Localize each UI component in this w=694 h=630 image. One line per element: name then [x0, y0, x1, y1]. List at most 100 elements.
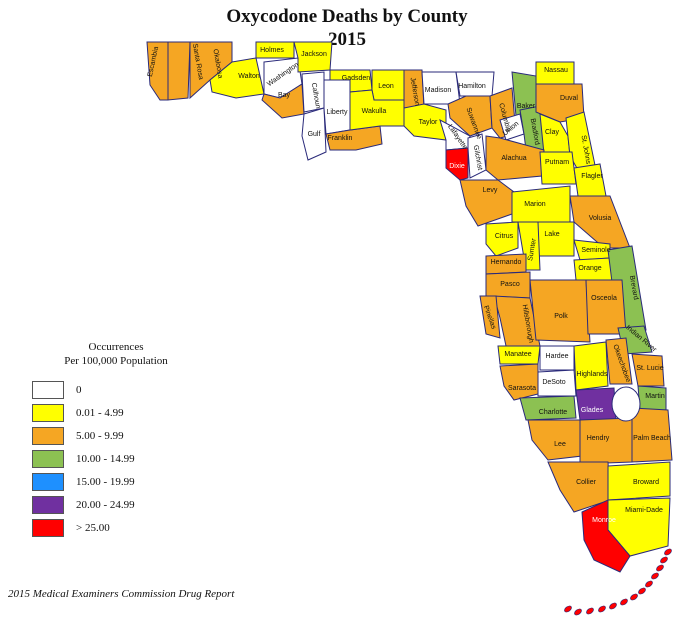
county-label-broward: Broward: [633, 479, 659, 486]
county-label-hamilton: Hamilton: [458, 83, 486, 90]
county-sarasota: [499, 363, 539, 401]
county-label-desoto: DeSoto: [542, 379, 565, 386]
legend-swatch: [32, 404, 64, 422]
county-label-bradford: Bradford: [529, 118, 541, 146]
county-putnam: [539, 151, 577, 185]
county-polk: [529, 279, 591, 343]
county-label-marion: Marion: [524, 201, 546, 208]
county-label-martin: Martin: [645, 393, 665, 400]
map-year: 2015: [328, 29, 366, 50]
legend-swatch: [32, 496, 64, 514]
legend-label: 20.00 - 24.99: [76, 499, 135, 511]
county-label-orange: Orange: [578, 265, 601, 272]
legend-item: > 25.00: [32, 518, 110, 538]
county-label-putnam: Putnam: [545, 159, 569, 166]
county-label-sarasota: Sarasota: [508, 385, 536, 392]
florida-keys-island: [664, 548, 672, 556]
county-label-seminole: Seminole: [581, 247, 610, 254]
legend-swatch: [32, 519, 64, 537]
county-label-franklin: Franklin: [328, 135, 353, 142]
florida-keys-island: [645, 580, 653, 588]
county-highlands: [573, 341, 609, 391]
legend-item: 10.00 - 14.99: [32, 449, 135, 469]
county-label-manatee: Manatee: [504, 351, 531, 358]
county-label-volusia: Volusia: [589, 215, 612, 222]
county-okeechobee: [605, 337, 633, 385]
county-escambia: [146, 41, 169, 101]
county-label-taylor: Taylor: [419, 119, 438, 126]
florida-keys-island: [638, 587, 646, 595]
legend-swatch: [32, 473, 64, 491]
county-label-gilchrist: Gilchrist: [472, 145, 483, 171]
county-label-hardee: Hardee: [546, 353, 569, 360]
county-label-lee: Lee: [554, 441, 566, 448]
county-label-nassau: Nassau: [544, 67, 568, 74]
county-monroe: [581, 499, 631, 573]
legend-swatch: [32, 450, 64, 468]
county-pinellas: [479, 295, 501, 339]
county-label-wakulla: Wakulla: [362, 108, 387, 115]
florida-keys-island: [564, 605, 572, 613]
county-palm-beach: [631, 407, 673, 463]
florida-keys-island: [656, 564, 664, 572]
florida-keys-island: [651, 572, 659, 580]
county-broward: [607, 461, 671, 501]
county-label-lake: Lake: [544, 231, 559, 238]
county-label-polk: Polk: [554, 313, 568, 320]
county-label-jefferson: Jefferson: [409, 77, 421, 107]
county-st-lucie: [631, 353, 665, 387]
county-jackson: [293, 41, 333, 73]
lake-okeechobee: [611, 386, 641, 422]
county-label-collier: Collier: [576, 479, 597, 486]
county-liberty: [323, 79, 351, 135]
legend-swatch: [32, 427, 64, 445]
county-label-madison: Madison: [425, 87, 452, 94]
county-glades: [575, 387, 617, 421]
county-label-charlotte: Charlotte: [539, 409, 568, 416]
county-label-alachua: Alachua: [501, 155, 526, 162]
county-label-dixie: Dixie: [449, 163, 465, 170]
county-label-citrus: Citrus: [495, 233, 514, 240]
county-collier: [547, 461, 611, 513]
legend-label: 5.00 - 9.99: [76, 430, 124, 442]
county-label-pasco: Pasco: [500, 281, 520, 288]
county-label-hendry: Hendry: [587, 435, 610, 442]
county-label-leon: Leon: [378, 83, 394, 90]
county-label-st-lucie: St. Lucie: [636, 365, 663, 372]
legend-item: 20.00 - 24.99: [32, 495, 135, 515]
county-label-brevard: Brevard: [628, 275, 639, 300]
county-label-holmes: Holmes: [260, 47, 284, 54]
county-label-gulf: Gulf: [308, 131, 321, 138]
county-label-palm-beach: Palm Beach: [633, 435, 671, 442]
county-charlotte: [519, 395, 577, 421]
county-label-baker: Baker: [517, 103, 536, 110]
florida-keys-island: [574, 608, 582, 616]
county-label-flagler: Flagler: [581, 173, 603, 180]
legend-label: > 25.00: [76, 522, 110, 534]
county-label-miami-dade: Miami-Dade: [625, 507, 663, 514]
county-gilchrist: [467, 133, 487, 179]
county-label-calhoun: Calhoun: [310, 82, 321, 109]
county-label-highlands: Highlands: [576, 371, 608, 378]
source-caption: 2015 Medical Examiners Commission Drug R…: [8, 588, 235, 600]
county-label-osceola: Osceola: [591, 295, 617, 302]
florida-keys-island: [586, 607, 594, 615]
legend-title-line1: Occurrences: [88, 341, 144, 353]
county-santa-rosa: [167, 41, 191, 101]
legend-label: 0: [76, 384, 82, 396]
county-label-liberty: Liberty: [326, 109, 348, 116]
county-label-jackson: Jackson: [301, 51, 327, 58]
legend-label: 0.01 - 4.99: [76, 407, 124, 419]
county-desoto: [537, 369, 577, 397]
county-label-duval: Duval: [560, 95, 578, 102]
county-flagler: [573, 163, 607, 197]
florida-keys-island: [660, 556, 668, 564]
county-citrus: [485, 221, 519, 257]
county-label-walton: Walton: [238, 73, 260, 80]
legend-label: 10.00 - 14.99: [76, 453, 135, 465]
county-osceola: [585, 279, 627, 335]
legend-swatch: [32, 381, 64, 399]
county-label-gadsden: Gadsden: [342, 75, 371, 82]
county-label-bay: Bay: [278, 92, 291, 99]
legend-item: 0.01 - 4.99: [32, 403, 124, 423]
